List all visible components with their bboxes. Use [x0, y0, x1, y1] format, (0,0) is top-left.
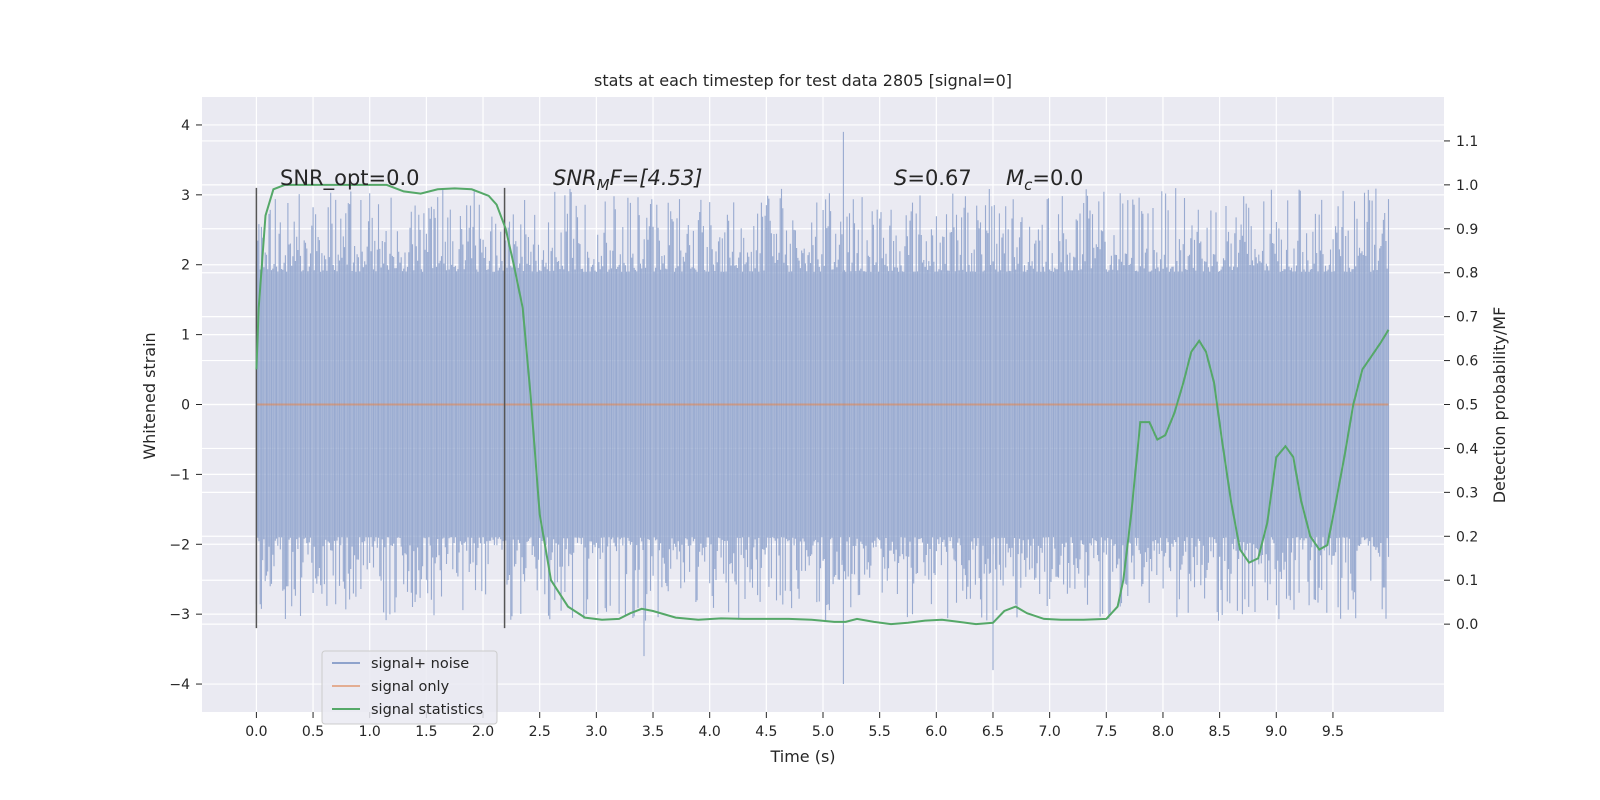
legend-box [321, 650, 498, 725]
x-tick-label: 6.5 [982, 724, 1004, 740]
x-tick-label: 8.0 [1152, 724, 1174, 740]
x-tick-label: 7.0 [1039, 724, 1061, 740]
x-axis-label: Time (s) [769, 747, 835, 766]
x-tick-label: 2.5 [529, 724, 551, 740]
x-tick-label: 7.5 [1095, 724, 1117, 740]
x-tick-label: 3.5 [642, 724, 664, 740]
annotation-snr-mf: SNRMF=[4.53] [553, 166, 702, 194]
x-tick-label: 8.5 [1208, 724, 1230, 740]
y-tick-label: −3 [169, 607, 190, 623]
x-tick-label: 4.0 [699, 724, 721, 740]
y2-tick-label: 0.3 [1456, 485, 1478, 501]
chart-title: stats at each timestep for test data 280… [594, 71, 1012, 90]
y-tick-label: 3 [181, 188, 190, 204]
y-tick-label: 0 [181, 398, 190, 414]
y2-tick-label: 0.8 [1456, 266, 1478, 282]
y-tick-label: 2 [181, 258, 190, 274]
legend-label-noise: signal+ noise [371, 656, 469, 672]
y-axis-label: Whitened strain [140, 332, 159, 459]
x-tick-label: 9.0 [1265, 724, 1287, 740]
y-tick-label: 1 [181, 328, 190, 344]
y-tick-label: −4 [169, 677, 190, 693]
y2-tick-label: 0.2 [1456, 529, 1478, 545]
x-tick-label: 2.0 [472, 724, 494, 740]
y2-tick-label: 0.7 [1456, 310, 1478, 326]
x-tick-label: 4.5 [755, 724, 777, 740]
y2-tick-label: 1.1 [1456, 134, 1478, 150]
y2-tick-label: 0.5 [1456, 398, 1478, 414]
x-tick-label: 1.0 [359, 724, 381, 740]
y2-tick-label: 0.0 [1456, 617, 1478, 633]
legend: signal+ noise signal only signal statist… [321, 650, 498, 725]
annotation-snr-opt: SNR_opt=0.0 [280, 166, 420, 191]
y2-axis-label: Detection probability/MF [1490, 307, 1509, 504]
x-tick-label: 0.5 [302, 724, 324, 740]
x-tick-label: 5.0 [812, 724, 834, 740]
x-tick-label: 1.5 [415, 724, 437, 740]
y2-tick-label: 0.9 [1456, 222, 1478, 238]
y2-tick-label: 1.0 [1456, 178, 1478, 194]
signal-statistics-line [255, 183, 1390, 626]
annotation-mc: Mc=0.0 [1006, 166, 1083, 194]
vertical-markers [255, 187, 506, 629]
y2-tick-label: 0.4 [1456, 441, 1478, 457]
x-tick-label: 3.0 [585, 724, 607, 740]
y-tick-label: 4 [181, 118, 190, 134]
legend-label-signal: signal only [371, 679, 450, 695]
y2-tick-label: 0.1 [1456, 573, 1478, 589]
x-tick-label: 5.5 [869, 724, 891, 740]
annotation-s: S=0.67 [894, 166, 972, 190]
x-axis-ticks: 0.0 0.5 1.0 1.5 2.0 2.5 3.0 3.5 4.0 4.5 5.0 5.5 6.0 6… [245, 712, 1344, 740]
x-tick-label: 6.0 [925, 724, 947, 740]
y-tick-label: −2 [169, 537, 190, 553]
legend-label-stats: signal statistics [371, 702, 483, 718]
y2-axis-ticks: 1.1 1.0 0.9 0.8 0.7 0.6 0.5 0.4 0.3 0.2 0.1 0.0 [1444, 134, 1478, 633]
y-tick-label: −1 [169, 467, 190, 483]
y2-tick-label: 0.6 [1456, 354, 1478, 370]
x-tick-label: 0.0 [245, 724, 267, 740]
y-axis-ticks: 4 3 2 1 0 −1 −2 −3 −4 [169, 118, 202, 693]
x-tick-label: 9.5 [1322, 724, 1344, 740]
